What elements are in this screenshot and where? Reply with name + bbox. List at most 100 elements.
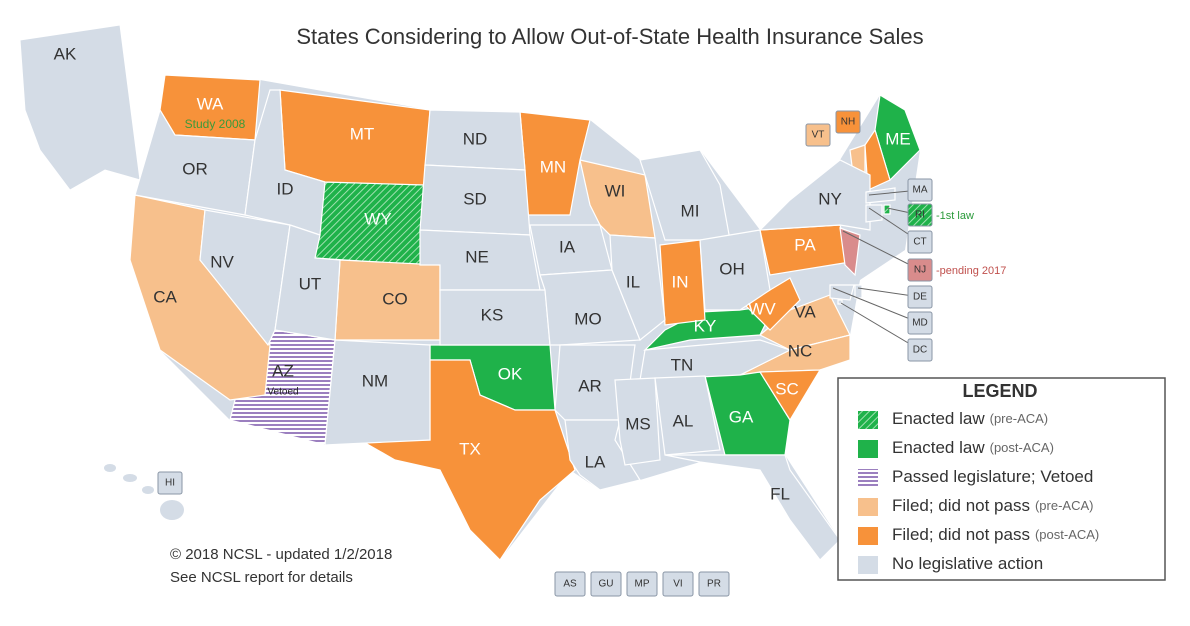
leader-line xyxy=(840,302,921,351)
legend-note: (pre-ACA) xyxy=(1035,498,1094,513)
state-label: GA xyxy=(729,407,754,426)
state-box xyxy=(907,285,933,309)
state-note: Study 2008 xyxy=(185,117,246,131)
state-shape xyxy=(758,159,871,231)
state-box xyxy=(907,203,933,227)
state-label: AL xyxy=(673,411,694,430)
legend-item: Enacted law (post-ACA) xyxy=(892,438,1054,457)
hawaii xyxy=(104,464,184,520)
state-shape xyxy=(664,454,841,561)
state-box-label: NJ xyxy=(914,265,926,276)
legend-label: Filed; did not pass xyxy=(892,525,1030,544)
state-label: KY xyxy=(694,316,717,335)
territory-label: AS xyxy=(563,579,577,590)
legend-label: Enacted law xyxy=(892,409,985,428)
state-label: NC xyxy=(788,341,813,360)
territory-box xyxy=(662,571,694,597)
state-box-label: CT xyxy=(913,237,926,248)
legend-item: Enacted law (pre-ACA) xyxy=(892,409,1048,428)
state-label: IL xyxy=(626,272,640,291)
state-box-label: HI xyxy=(165,478,175,489)
state-shape xyxy=(659,239,706,326)
territory-label: MP xyxy=(635,579,650,590)
state-note: -pending 2017 xyxy=(936,265,1006,277)
legend-swatch xyxy=(858,527,878,545)
state-label: NV xyxy=(210,252,234,271)
state-shape xyxy=(865,187,896,204)
state-label: VA xyxy=(794,302,816,321)
legend-label: Filed; did not pass xyxy=(892,496,1030,515)
territory-box xyxy=(698,571,730,597)
state-box xyxy=(157,471,183,495)
state-box xyxy=(907,230,933,254)
state-label: WA xyxy=(197,94,224,113)
state-label: SD xyxy=(463,189,487,208)
state-label: CA xyxy=(153,287,177,306)
state-label: AR xyxy=(578,376,602,395)
state-box-label: MA xyxy=(913,185,928,196)
state-label: WY xyxy=(364,209,391,228)
state-box-label: RI xyxy=(915,210,925,221)
territory-label: VI xyxy=(673,579,682,590)
legend-note: (post-ACA) xyxy=(1035,527,1099,542)
legend-swatch xyxy=(858,411,878,429)
legend-item: Filed; did not pass (post-ACA) xyxy=(892,525,1099,544)
state-shape xyxy=(854,284,863,299)
state-shape xyxy=(865,204,883,223)
territory-box xyxy=(590,571,622,597)
territory-box xyxy=(554,571,586,597)
state-shape xyxy=(699,229,771,311)
state-shape xyxy=(639,339,792,381)
state-shape xyxy=(839,227,861,277)
state-shape xyxy=(609,234,666,341)
territory-label: PR xyxy=(707,579,721,590)
state-label: MS xyxy=(625,414,651,433)
state-shape xyxy=(614,377,661,466)
state-label: OR xyxy=(182,159,208,178)
legend-label: Enacted law xyxy=(892,438,985,457)
state-box-label: MD xyxy=(912,318,928,329)
state-box-label: DE xyxy=(913,292,927,303)
legend-swatch xyxy=(858,556,878,574)
legend-label: Passed legislature; Vetoed xyxy=(892,467,1093,486)
leader-line xyxy=(832,287,921,324)
states xyxy=(129,74,921,561)
state-label: TN xyxy=(671,355,694,374)
alaska-shape xyxy=(19,24,141,191)
state-box xyxy=(907,178,933,202)
state-box xyxy=(907,338,933,362)
state-label: WV xyxy=(748,299,776,318)
state-label: IN xyxy=(672,272,689,291)
state-label: OK xyxy=(498,364,523,383)
legend-title: LEGEND xyxy=(962,381,1037,401)
state-note: -1st law xyxy=(936,210,974,222)
state-note: Vetoed xyxy=(267,387,298,398)
state-box xyxy=(835,110,861,134)
state-shape xyxy=(654,375,721,456)
state-shape xyxy=(829,284,855,301)
state-shape xyxy=(274,224,341,341)
state-box-label: DC xyxy=(913,345,927,356)
state-label: MT xyxy=(350,124,375,143)
state-label: NE xyxy=(465,247,489,266)
state-label: NY xyxy=(818,189,842,208)
state-label: AK xyxy=(54,44,77,63)
state-label: ID xyxy=(277,179,294,198)
state-label: AZ xyxy=(272,361,294,380)
state-box-label: VT xyxy=(812,130,825,141)
state-label: MN xyxy=(540,157,566,176)
state-shape xyxy=(324,339,431,446)
state-label: LA xyxy=(585,452,606,471)
legend-swatch xyxy=(858,498,878,516)
legend-swatch xyxy=(858,469,878,487)
territory-label: GU xyxy=(599,579,614,590)
leader-line xyxy=(842,230,921,271)
legend-note: (pre-ACA) xyxy=(990,411,1049,426)
state-shape xyxy=(244,89,326,236)
state-label: CO xyxy=(382,289,408,308)
state-label: TX xyxy=(459,439,481,458)
state-label: ND xyxy=(463,129,488,148)
legend-item: Passed legislature; Vetoed xyxy=(892,467,1093,486)
state-shape xyxy=(199,209,291,347)
